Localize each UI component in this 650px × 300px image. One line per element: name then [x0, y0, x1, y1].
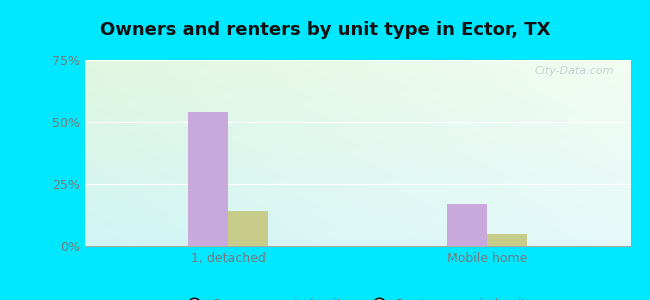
Bar [188, 112, 228, 246]
Text: Owners and renters by unit type in Ector, TX: Owners and renters by unit type in Ector… [99, 21, 551, 39]
Legend: Owner occupied units, Renter occupied units: Owner occupied units, Renter occupied un… [177, 293, 538, 300]
Bar [447, 204, 487, 246]
Bar [228, 211, 268, 246]
Bar [487, 234, 527, 246]
Text: City-Data.com: City-Data.com [534, 66, 614, 76]
